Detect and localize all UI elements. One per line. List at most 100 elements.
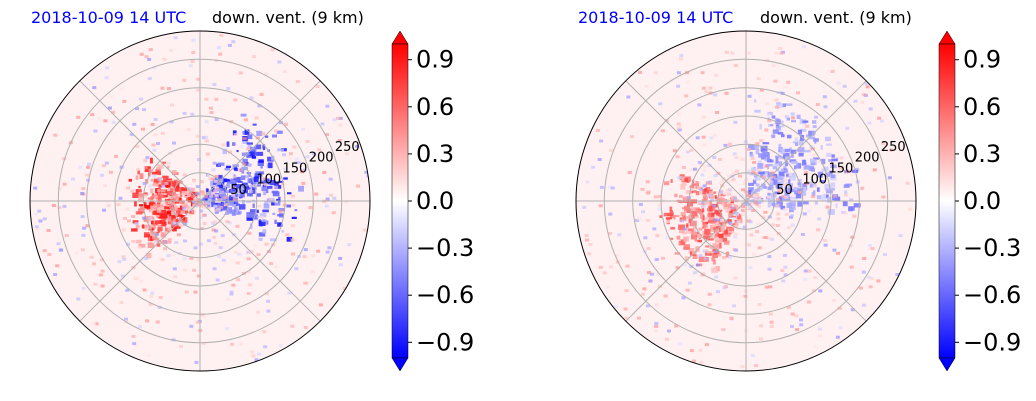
field-cell — [211, 228, 216, 232]
field-cell — [663, 294, 668, 298]
field-cell — [59, 248, 64, 252]
field-cell — [153, 203, 160, 207]
field-cell — [790, 223, 795, 227]
field-cell — [280, 182, 285, 186]
field-cell — [158, 184, 162, 188]
field-cell — [685, 224, 689, 231]
field-cell — [191, 187, 195, 191]
field-cell — [711, 267, 718, 273]
field-cell — [714, 250, 718, 253]
field-cell — [682, 263, 687, 267]
field-cell — [250, 209, 256, 215]
field-cell — [678, 124, 683, 128]
field-cell — [100, 258, 104, 262]
field-cell — [159, 194, 165, 198]
field-cell — [232, 142, 236, 146]
field-cell — [266, 309, 271, 313]
field-cell — [258, 237, 263, 241]
field-cell — [258, 171, 265, 175]
field-cell — [692, 215, 695, 219]
field-cell — [602, 271, 607, 275]
field-cell — [282, 153, 287, 157]
field-cell — [226, 165, 231, 168]
field-cell — [262, 144, 266, 149]
field-cell — [71, 177, 75, 181]
field-cell — [763, 171, 768, 176]
field-cell — [144, 216, 152, 221]
field-cell — [798, 152, 804, 157]
field-cell — [789, 200, 796, 206]
field-cell — [860, 100, 865, 104]
field-cell — [702, 184, 707, 188]
field-cell — [135, 239, 142, 244]
field-cell — [784, 148, 790, 153]
field-cell — [714, 239, 717, 246]
field-cell — [259, 92, 264, 96]
field-cell — [768, 312, 773, 316]
field-cell — [294, 161, 301, 164]
field-cell — [760, 174, 764, 177]
field-cell — [229, 209, 236, 214]
field-cell — [669, 237, 674, 240]
field-cell — [139, 52, 144, 56]
field-cell — [232, 187, 238, 192]
field-cell — [780, 269, 785, 272]
colorbar-extend-max — [938, 30, 956, 45]
field-cell — [680, 239, 686, 245]
field-cell — [767, 192, 771, 196]
field-cell — [713, 191, 717, 194]
field-cell — [202, 205, 207, 209]
field-cell — [775, 204, 780, 208]
field-cell — [711, 257, 716, 262]
field-cell — [715, 216, 720, 220]
field-cell — [266, 185, 273, 189]
field-cell — [167, 165, 170, 169]
field-cell — [817, 171, 823, 178]
field-cell — [92, 86, 97, 90]
field-cell — [196, 77, 201, 81]
field-cell — [242, 158, 248, 164]
field-cell — [193, 197, 198, 201]
field-cell — [136, 189, 142, 193]
field-cell — [258, 232, 266, 237]
field-cell — [686, 229, 692, 234]
field-cell — [78, 165, 83, 169]
field-cell — [121, 255, 126, 259]
field-cell — [790, 312, 795, 316]
field-cell — [142, 194, 147, 198]
field-cell — [278, 180, 284, 183]
field-cell — [195, 185, 200, 189]
field-cell — [831, 299, 836, 303]
field-cell — [697, 200, 701, 204]
field-cell — [764, 164, 769, 168]
field-cell — [134, 221, 139, 225]
field-cell — [698, 227, 703, 231]
field-cell — [156, 243, 161, 247]
field-cell — [769, 324, 774, 328]
field-cell — [37, 209, 42, 213]
field-cell — [652, 227, 657, 231]
field-cell — [100, 269, 105, 273]
field-cell — [33, 212, 38, 216]
field-cell — [771, 64, 776, 68]
field-cell — [734, 222, 739, 226]
field-cell — [812, 125, 817, 129]
field-cell — [295, 80, 300, 84]
field-cell — [749, 151, 753, 156]
field-cell — [150, 157, 153, 164]
field-cell — [228, 189, 231, 193]
field-cell — [746, 195, 751, 199]
field-cell — [747, 243, 751, 247]
field-cell — [228, 221, 233, 225]
field-cell — [301, 127, 305, 131]
field-cell — [766, 195, 771, 199]
field-cell — [207, 239, 211, 243]
field-cell — [262, 229, 267, 234]
field-cell — [141, 224, 145, 229]
field-cell — [46, 229, 51, 232]
angular-grid-line — [625, 80, 747, 202]
field-cell — [196, 88, 200, 92]
field-cell — [322, 171, 327, 174]
field-cell — [677, 128, 682, 132]
